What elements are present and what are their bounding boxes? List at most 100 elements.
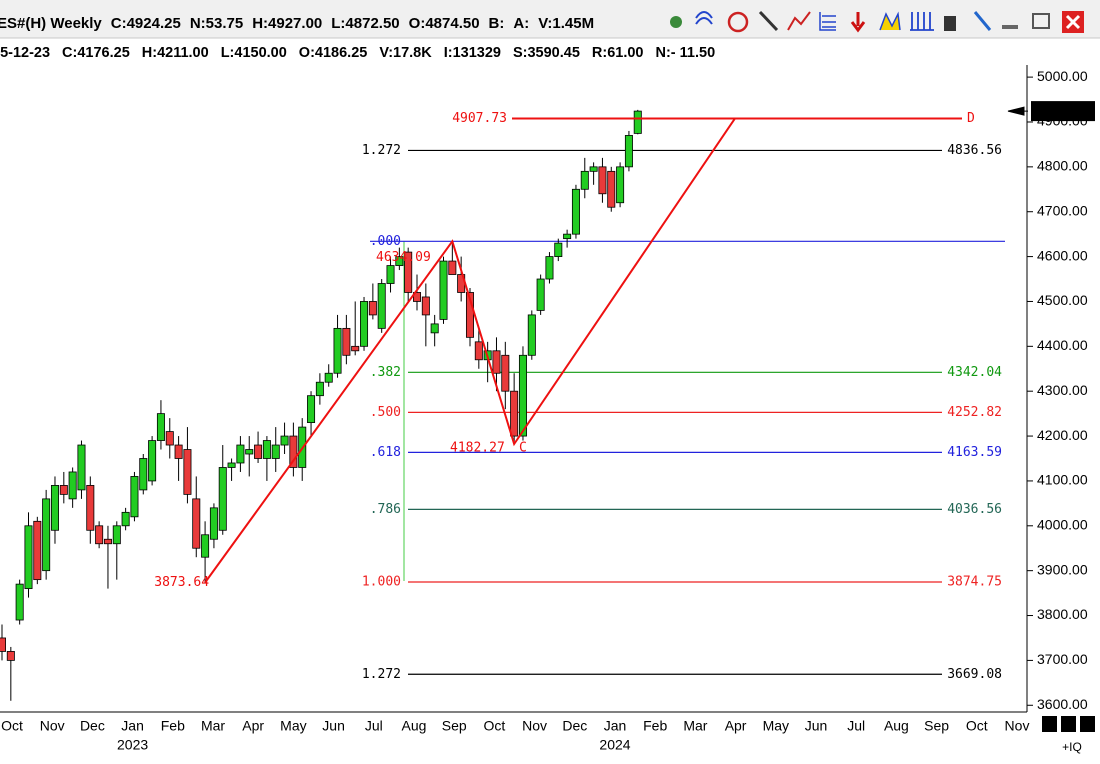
candle-body — [77, 444, 86, 491]
tool-icon[interactable] — [787, 11, 811, 31]
tool-icon[interactable] — [695, 11, 713, 25]
y-tick-label: 4300.00 — [1037, 382, 1088, 398]
tool-icon[interactable] — [758, 10, 779, 32]
candle-body — [59, 485, 68, 495]
tool-icon[interactable] — [973, 11, 992, 31]
candle-body — [510, 390, 519, 437]
candle-body — [598, 166, 607, 195]
fib-level-value: 4836.56 — [947, 143, 1002, 158]
candle-body — [315, 381, 324, 397]
x-tick-label: Mar — [201, 718, 225, 734]
candle-body — [351, 345, 360, 352]
candle-body — [368, 301, 377, 316]
corner-block — [1080, 716, 1095, 732]
x-tick-label: Jan — [604, 718, 627, 734]
candle-body — [580, 170, 589, 190]
candle-body — [633, 110, 642, 134]
candle-body — [42, 498, 51, 572]
minimize-button[interactable] — [1002, 25, 1018, 29]
candle-body — [395, 256, 404, 266]
candle-body — [563, 233, 572, 240]
x-tick-label: Jun — [805, 718, 828, 734]
candle-body — [501, 354, 510, 392]
candle-body — [15, 583, 24, 621]
corner-block — [1061, 716, 1076, 732]
tool-icon[interactable] — [944, 16, 956, 31]
candle-body — [174, 444, 183, 459]
candle-body — [50, 485, 59, 531]
header-field: V:17.8K — [379, 45, 432, 61]
candle-body — [527, 314, 536, 356]
x-year-label: 2024 — [599, 737, 630, 753]
fib-level-value: 3669.08 — [947, 667, 1002, 682]
header-field: O:4874.50 — [409, 15, 480, 32]
candle-body — [262, 440, 271, 459]
y-tick-label: 4800.00 — [1037, 158, 1088, 174]
candle-body — [254, 444, 263, 459]
x-tick-label: May — [280, 718, 306, 734]
x-tick-label: Feb — [161, 718, 185, 734]
x-tick-label: Aug — [884, 718, 909, 734]
x-tick-label: Dec — [80, 718, 105, 734]
tool-icon[interactable] — [850, 12, 866, 33]
candle-body — [404, 251, 413, 293]
x-tick-label: Nov — [40, 718, 65, 734]
candle-body — [112, 525, 121, 545]
fib-level-label: .618 — [370, 445, 401, 460]
fib-level-label: .000 — [370, 234, 401, 249]
tool-icon[interactable] — [727, 11, 749, 33]
candle-body — [545, 256, 554, 280]
fib-level-label: .786 — [370, 502, 401, 517]
y-tick-label: 4100.00 — [1037, 472, 1088, 488]
tool-icon[interactable] — [910, 12, 934, 31]
y-tick-label: 3600.00 — [1037, 696, 1088, 712]
tool-icon[interactable] — [819, 12, 836, 31]
fib-level-value: 3874.75 — [947, 574, 1002, 589]
candle-body — [571, 188, 580, 235]
fib-level-value: 4342.04 — [947, 365, 1002, 380]
y-tick-label: 4000.00 — [1037, 516, 1088, 532]
fib-level-value: 4036.56 — [947, 502, 1002, 517]
x-tick-label: May — [763, 718, 789, 734]
candle-body — [95, 525, 104, 545]
header-field: N:- 11.50 — [656, 45, 716, 61]
candle-body — [280, 435, 289, 446]
candle-body — [0, 637, 6, 652]
candle-body — [236, 444, 245, 464]
candle-body — [139, 458, 148, 491]
candle-body — [165, 431, 174, 446]
x-tick-label: Apr — [242, 718, 264, 734]
x-tick-label: Mar — [683, 718, 707, 734]
header-field: L:4872.50 — [331, 15, 399, 32]
header-field: B: — [489, 15, 505, 32]
header-field: O:4186.25 — [299, 45, 368, 61]
candle-body — [421, 296, 430, 316]
candle-body — [465, 292, 474, 338]
pattern-label: 3873.64 — [154, 575, 209, 590]
y-tick-label: 4700.00 — [1037, 202, 1088, 218]
candle-body — [616, 166, 625, 204]
candle-body — [333, 327, 342, 374]
candle-body — [554, 242, 563, 257]
candle-body — [218, 467, 227, 531]
tool-icon[interactable] — [879, 11, 901, 31]
fib-level-value: 4163.59 — [947, 445, 1002, 460]
candle-body — [289, 435, 298, 468]
maximize-button[interactable] — [1032, 13, 1050, 29]
candle-body — [201, 534, 210, 558]
candle-body — [271, 444, 280, 459]
candle-body — [474, 341, 483, 361]
candle-body — [227, 462, 236, 468]
candle-body — [6, 651, 15, 661]
header-field: C:4176.25 — [62, 45, 130, 61]
y-tick-label: 3900.00 — [1037, 561, 1088, 577]
corner-blocks — [1042, 716, 1095, 732]
candle-body — [589, 166, 598, 172]
header-field: R:61.00 — [592, 45, 644, 61]
candle-body — [324, 372, 333, 383]
x-tick-label: Jul — [365, 718, 383, 734]
fib-level-label: .500 — [370, 405, 401, 420]
pattern-tag: D — [967, 111, 975, 126]
tool-icon[interactable] — [670, 16, 682, 28]
candle-body — [245, 449, 254, 455]
